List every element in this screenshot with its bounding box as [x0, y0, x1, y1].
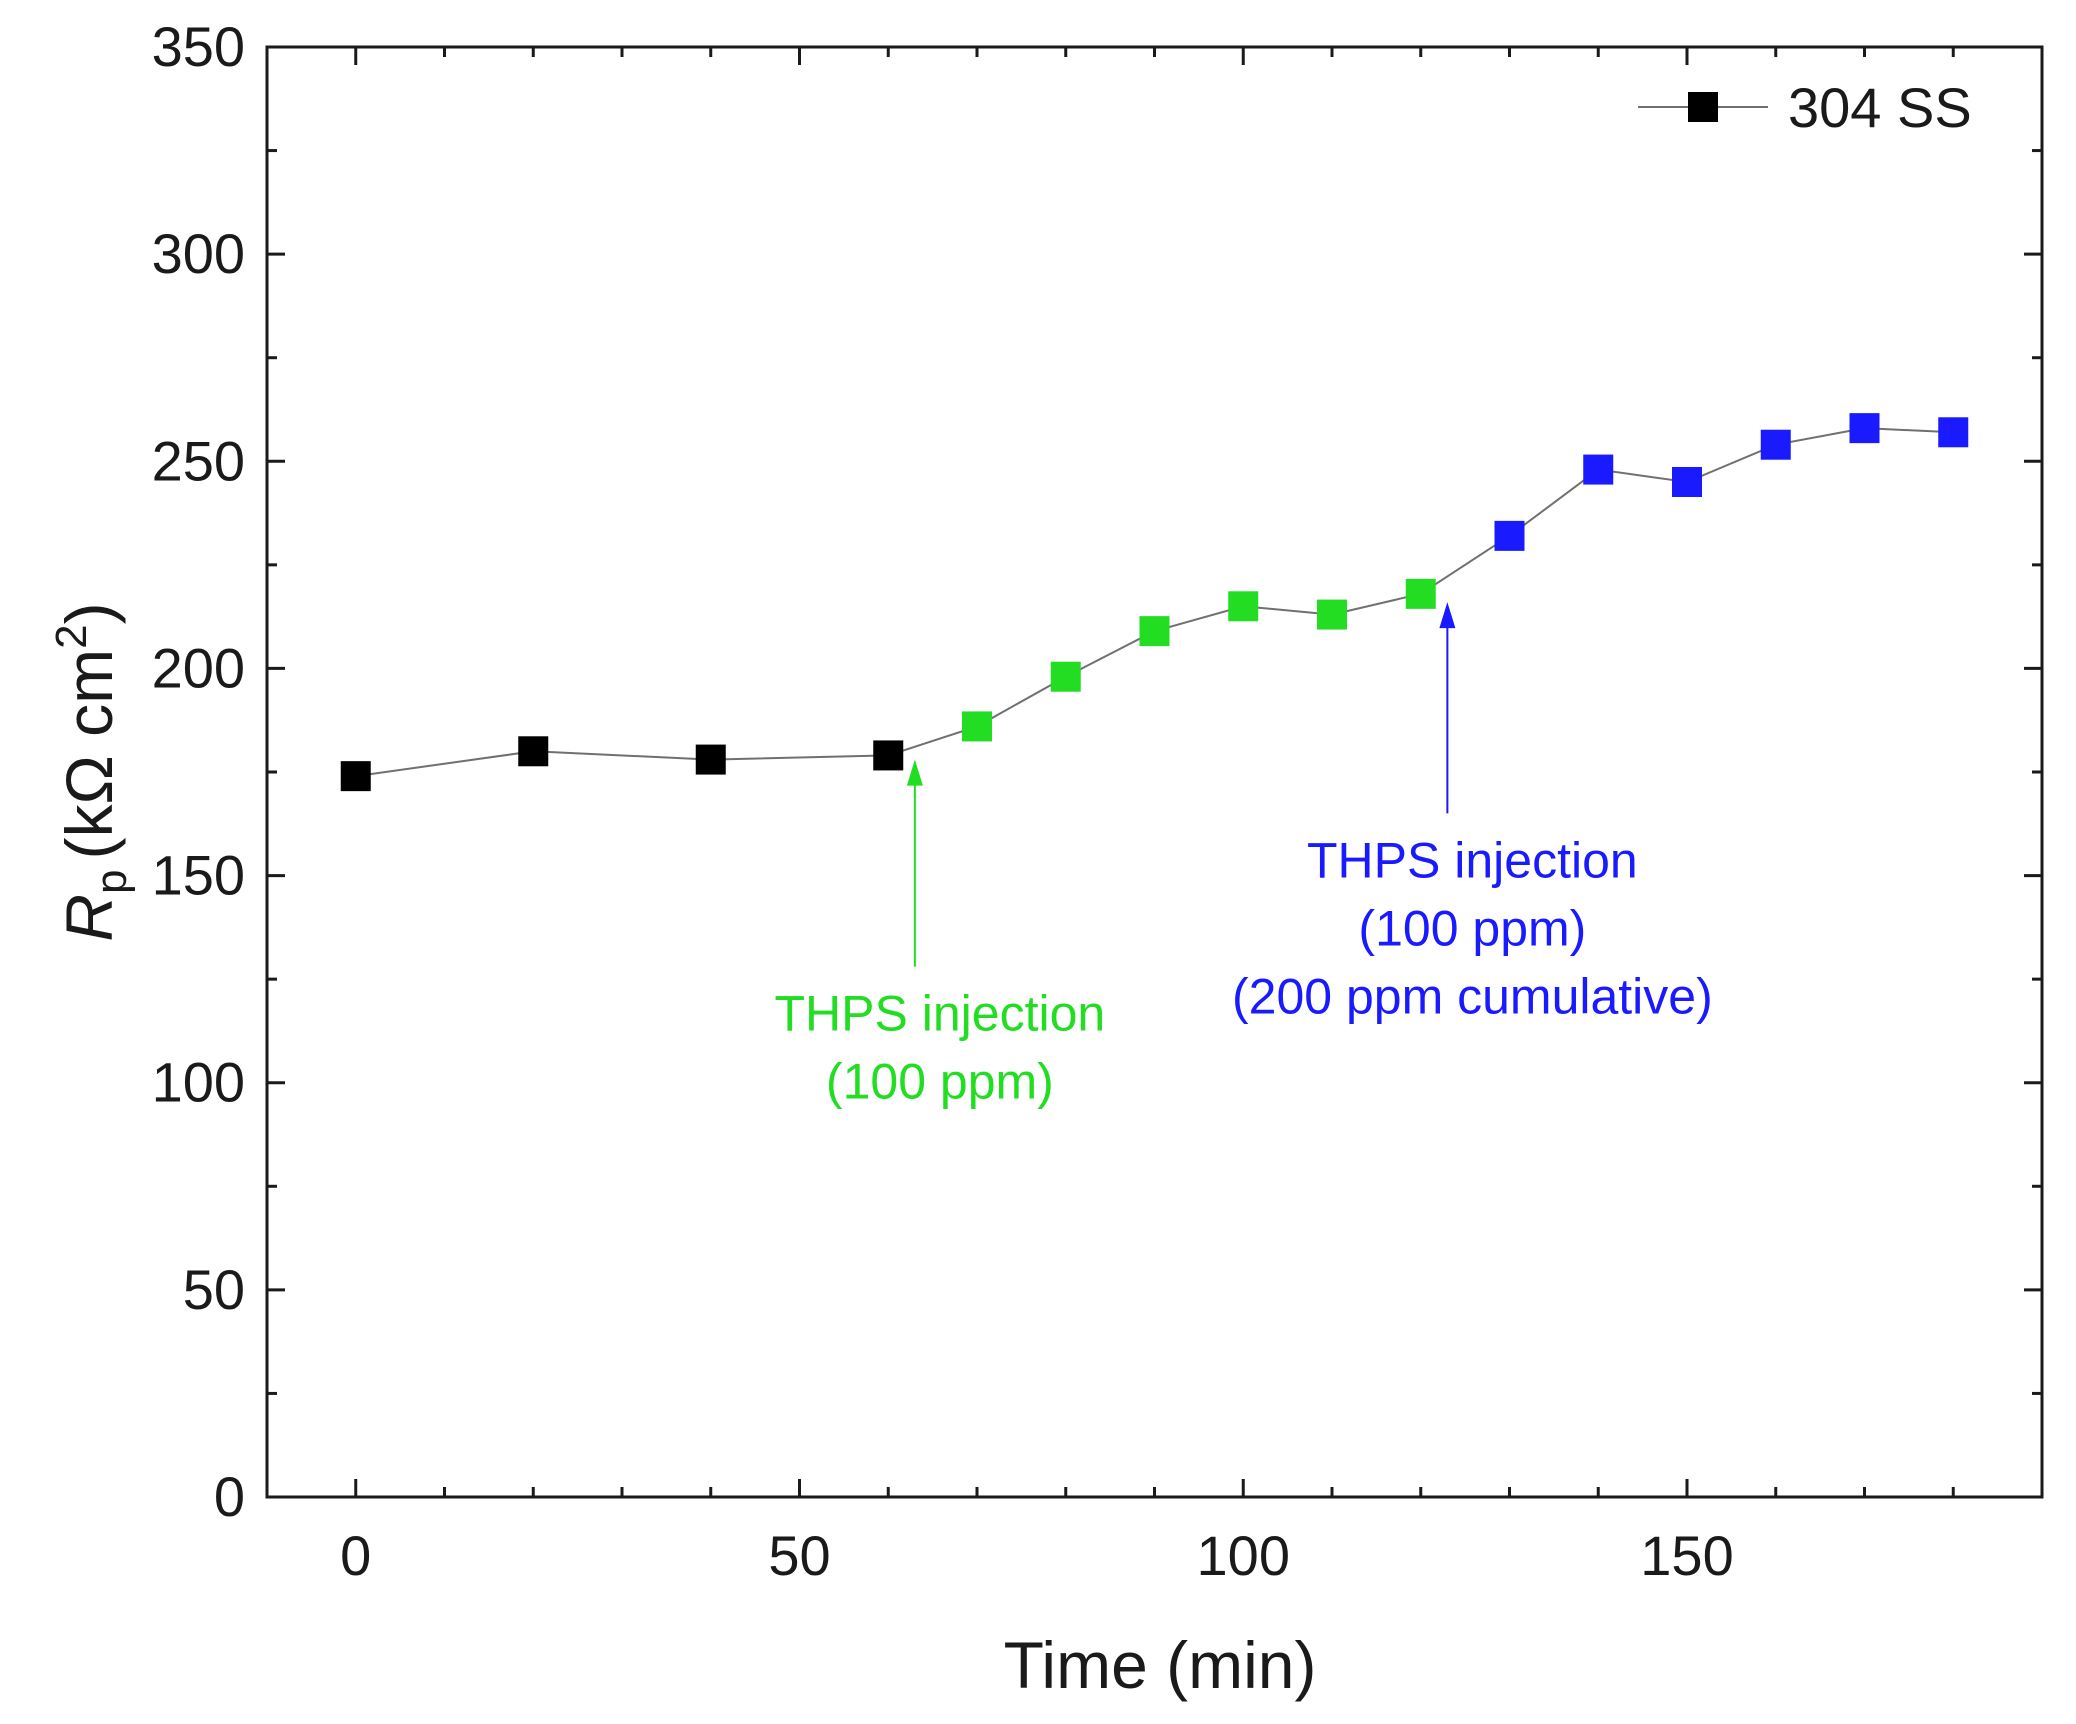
data-point-marker [340, 761, 371, 792]
plot-area-frame [265, 45, 2044, 1499]
data-point-marker [1405, 578, 1436, 609]
y-axis-symbol: R [52, 894, 126, 942]
x-tick-label: 0 [340, 1524, 371, 1587]
annotation-arrow-head [1439, 602, 1456, 629]
data-point-marker [873, 740, 904, 771]
data-point-marker [1050, 661, 1081, 692]
data-point-marker [1317, 599, 1347, 630]
y-tick-label: 0 [214, 1465, 245, 1528]
data-point-marker [1672, 467, 1702, 497]
data-markers [340, 413, 1969, 792]
series-line [355, 427, 1954, 778]
y-tick-label: 200 [152, 636, 245, 699]
tick-labels: 0 50 100 150 200 250 300 350 0 50 100 150 [152, 15, 1734, 1587]
x-tick-label: 150 [1640, 1524, 1733, 1587]
data-point-marker [1849, 413, 1880, 444]
data-point-marker [962, 711, 992, 742]
y-tick-label: 300 [152, 222, 245, 285]
annotations: THPS injection (100 ppm) THPS injection (10… [775, 602, 1713, 1110]
data-point-marker [695, 744, 726, 775]
annotation-label: THPS injection [1307, 832, 1638, 888]
y-axis-title: Rp (kΩ cm2) [47, 602, 136, 941]
data-point-marker [518, 736, 549, 767]
annotation-label: (200 ppm cumulative) [1232, 968, 1713, 1024]
y-tick-label: 350 [152, 15, 245, 78]
y-axis-subscript: p [87, 869, 136, 893]
x-tick-label: 100 [1197, 1524, 1290, 1587]
annotation-arrow-head [906, 759, 923, 786]
annotation-label: THPS injection [775, 986, 1106, 1042]
data-point-marker [1938, 417, 1969, 448]
data-point-marker [1139, 616, 1170, 647]
x-tick-label: 50 [768, 1524, 830, 1587]
annotation-label: (100 ppm) [1358, 900, 1586, 956]
legend-marker [1688, 92, 1718, 122]
axis-ticks [267, 45, 2042, 1499]
y-tick-label: 100 [152, 1051, 245, 1114]
data-point-marker [1583, 454, 1614, 485]
y-axis-unit-close: ) [52, 602, 126, 624]
y-axis-superscript: 2 [47, 624, 96, 648]
annotation-label: (100 ppm) [826, 1054, 1054, 1110]
data-point-marker [1228, 591, 1259, 622]
series-line-group [355, 427, 1954, 778]
data-point-marker [1760, 429, 1791, 460]
y-axis-unit: (kΩ cm [52, 649, 126, 860]
y-tick-label: 250 [152, 429, 245, 492]
y-tick-label: 50 [183, 1258, 245, 1321]
x-axis-title: Time (min) [1004, 1628, 1317, 1702]
legend: 304 SS [1638, 76, 1972, 139]
y-tick-label: 150 [152, 844, 245, 907]
data-point-marker [1494, 520, 1525, 551]
legend-label: 304 SS [1788, 76, 1972, 139]
